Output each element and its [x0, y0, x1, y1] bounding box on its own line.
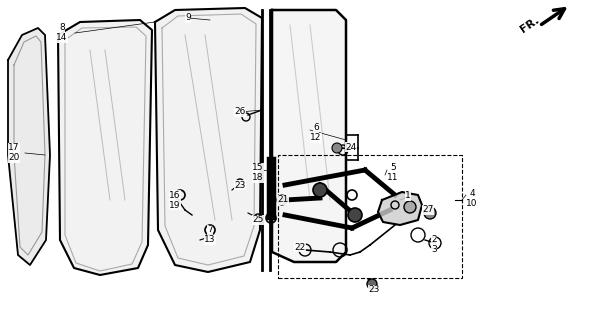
Text: 3: 3 [431, 245, 437, 254]
Text: 5: 5 [390, 164, 396, 172]
Text: 19: 19 [169, 201, 181, 210]
Bar [278, 155, 462, 278]
Circle shape [367, 279, 377, 289]
Text: 23: 23 [368, 285, 379, 294]
Text: 27: 27 [423, 205, 434, 214]
Text: 10: 10 [466, 198, 478, 207]
Text: 16: 16 [169, 190, 181, 199]
Circle shape [348, 208, 362, 222]
Text: 12: 12 [310, 133, 322, 142]
Text: 24: 24 [345, 142, 356, 151]
Text: 17: 17 [8, 143, 20, 153]
Text: 11: 11 [387, 173, 399, 182]
Polygon shape [58, 20, 152, 275]
Circle shape [404, 201, 416, 213]
Circle shape [313, 183, 327, 197]
Circle shape [277, 195, 287, 205]
Text: 15: 15 [252, 164, 264, 172]
Text: 20: 20 [8, 154, 20, 163]
Circle shape [332, 143, 342, 153]
Text: 7: 7 [207, 226, 213, 235]
Text: 25: 25 [252, 215, 264, 225]
Text: 4: 4 [469, 188, 475, 197]
Text: 14: 14 [56, 34, 68, 43]
Text: FR.: FR. [519, 15, 541, 35]
Circle shape [424, 207, 436, 219]
Text: 1: 1 [405, 191, 411, 201]
Text: 6: 6 [313, 124, 319, 132]
Text: 13: 13 [204, 236, 216, 244]
Text: 9: 9 [185, 13, 191, 22]
Text: 23: 23 [234, 180, 246, 189]
Text: 18: 18 [252, 173, 264, 182]
Polygon shape [378, 192, 422, 225]
Polygon shape [155, 8, 262, 272]
Text: 8: 8 [59, 23, 65, 33]
Text: 26: 26 [234, 108, 246, 116]
Text: 21: 21 [277, 196, 288, 204]
Polygon shape [272, 10, 346, 262]
Text: 2: 2 [431, 236, 437, 244]
Polygon shape [8, 28, 50, 265]
Text: 22: 22 [294, 243, 306, 252]
